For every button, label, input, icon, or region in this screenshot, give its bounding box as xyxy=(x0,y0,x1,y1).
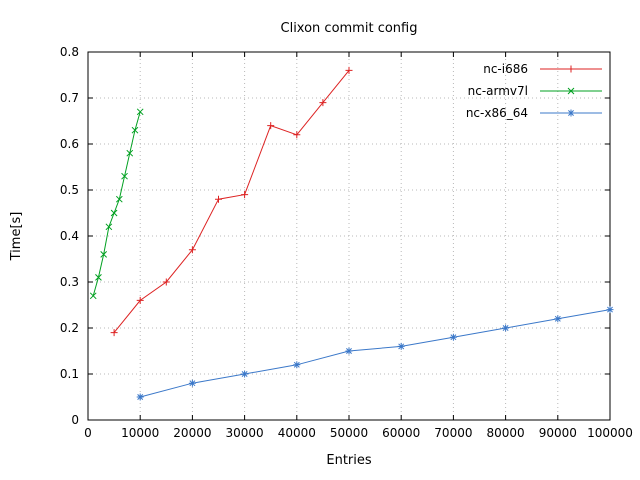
svg-text:50000: 50000 xyxy=(330,426,368,440)
legend-sample-line xyxy=(540,109,602,117)
legend-label: nc-x86_64 xyxy=(465,106,528,120)
svg-text:90000: 90000 xyxy=(539,426,577,440)
svg-text:0.3: 0.3 xyxy=(60,275,79,289)
legend-item: nc-i686 xyxy=(466,58,604,80)
svg-text:0.5: 0.5 xyxy=(60,183,79,197)
svg-text:0.2: 0.2 xyxy=(60,321,79,335)
legend-sample-line xyxy=(540,87,602,95)
svg-text:80000: 80000 xyxy=(487,426,525,440)
svg-text:20000: 20000 xyxy=(173,426,211,440)
svg-text:0: 0 xyxy=(84,426,92,440)
svg-text:0.8: 0.8 xyxy=(60,45,79,59)
legend-label: nc-i686 xyxy=(483,62,528,76)
svg-text:0.1: 0.1 xyxy=(60,367,79,381)
legend-label: nc-armv7l xyxy=(467,84,528,98)
legend-item: nc-armv7l xyxy=(466,80,604,102)
svg-text:100000: 100000 xyxy=(587,426,633,440)
x-axis-label: Entries xyxy=(326,453,372,468)
svg-text:70000: 70000 xyxy=(434,426,472,440)
chart-title: Clixon commit config xyxy=(280,21,418,36)
legend-item: nc-x86_64 xyxy=(466,102,604,124)
svg-text:40000: 40000 xyxy=(278,426,316,440)
svg-text:30000: 30000 xyxy=(226,426,264,440)
legend-sample-line xyxy=(540,65,602,73)
svg-text:60000: 60000 xyxy=(382,426,420,440)
svg-text:10000: 10000 xyxy=(121,426,159,440)
legend: nc-i686 nc-armv7l nc-x86_64 xyxy=(466,58,604,124)
svg-text:0.4: 0.4 xyxy=(60,229,79,243)
svg-text:0.6: 0.6 xyxy=(60,137,79,151)
svg-text:0.7: 0.7 xyxy=(60,91,79,105)
svg-text:0: 0 xyxy=(71,413,79,427)
